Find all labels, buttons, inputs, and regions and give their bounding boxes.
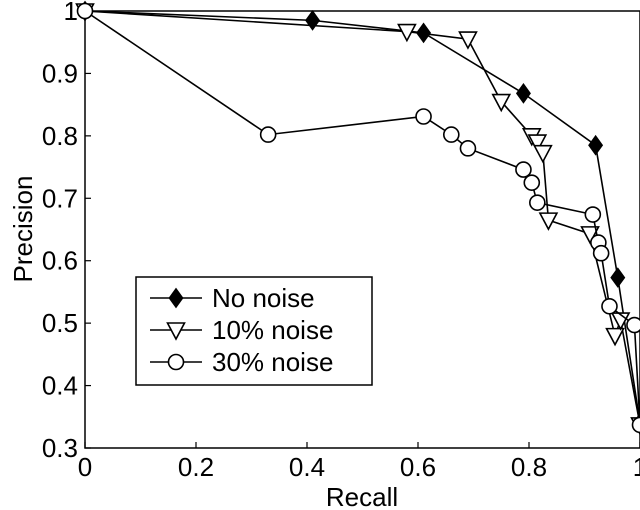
y-tick-label: 0.5: [42, 308, 78, 338]
data-point: [76, 2, 94, 20]
data-point: [442, 126, 460, 143]
x-tick-label: 1: [633, 452, 640, 482]
data-point: [458, 31, 478, 50]
legend-label: 30% noise: [212, 347, 333, 377]
legend-marker: [166, 322, 186, 341]
x-tick-label: 0: [78, 452, 92, 482]
legend-entry: 30% noise: [150, 347, 333, 377]
legend-label: No noise: [212, 283, 315, 313]
x-tick-label: 0.8: [511, 452, 547, 482]
data-point: [584, 206, 602, 223]
y-tick-label: 0.3: [42, 433, 78, 463]
x-tick-label: 0.2: [178, 452, 214, 482]
data-point: [631, 416, 640, 434]
data-point: [533, 144, 553, 164]
data-point: [515, 161, 532, 178]
y-tick-label: 0.7: [42, 183, 78, 213]
y-tick-label: 0.6: [42, 246, 78, 276]
legend-label: 10% noise: [212, 315, 333, 345]
data-point: [527, 134, 548, 153]
legend-marker: [168, 287, 184, 309]
data-point: [592, 244, 610, 262]
data-point: [626, 316, 640, 334]
series-30-noise: [76, 2, 640, 434]
legend-entry: No noise: [150, 283, 315, 313]
y-tick-label: 0.8: [42, 121, 78, 151]
series-10-noise: [75, 3, 640, 436]
data-point: [397, 23, 417, 43]
data-point: [580, 226, 600, 245]
data-point: [305, 9, 321, 31]
y-tick-label: 0.4: [42, 371, 78, 401]
data-point: [415, 108, 432, 125]
series-layer: [75, 0, 640, 436]
data-point: [605, 327, 625, 347]
legend-entry: 10% noise: [150, 315, 333, 345]
data-point: [259, 126, 277, 143]
legend-marker: [167, 353, 185, 371]
axis-ticks: 0 0.2 0.4 0.6 0.8 1 0.3 0.4 0.5 0.6 0.7 0.8 0.9 1: [42, 0, 640, 482]
x-tick-label: 0.6: [400, 452, 436, 482]
data-point: [529, 194, 546, 211]
y-tick-label: 1: [64, 0, 78, 26]
x-axis-label: Recall: [326, 482, 398, 510]
data-point: [601, 297, 618, 315]
data-point: [523, 174, 541, 191]
y-axis-label: Precision: [8, 176, 38, 283]
data-point: [459, 140, 477, 157]
x-tick-label: 0.4: [289, 452, 325, 482]
data-point: [515, 83, 531, 104]
plot-frame: [84, 10, 640, 449]
data-point: [491, 93, 512, 113]
data-point: [588, 134, 604, 156]
y-tick-label: 0.9: [42, 58, 78, 88]
data-point: [538, 212, 559, 231]
data-point: [610, 267, 626, 288]
